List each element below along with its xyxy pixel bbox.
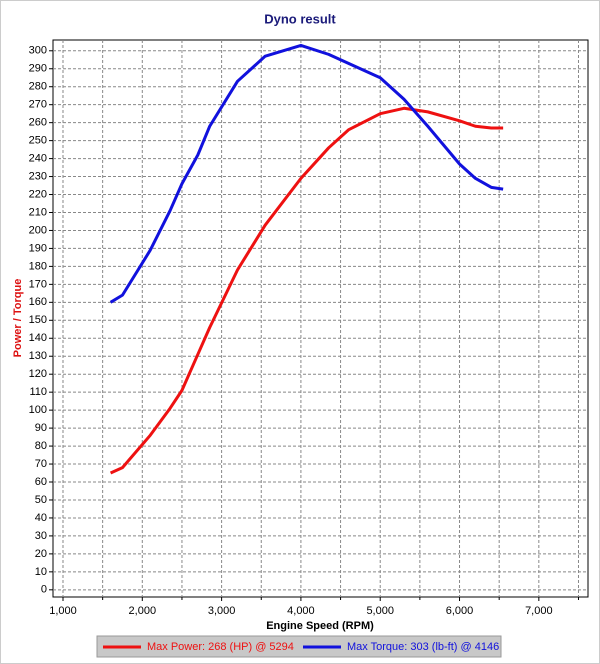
y-tick-label: 70	[35, 458, 47, 470]
y-tick-label: 230	[29, 170, 47, 182]
y-tick-label: 280	[29, 81, 47, 93]
x-tick-label: 5,000	[366, 605, 394, 617]
y-tick-label: 110	[29, 386, 47, 398]
legend-label: Max Power: 268 (HP) @ 5294	[147, 641, 294, 653]
y-tick-label: 30	[35, 530, 47, 542]
x-tick-label: 3,000	[208, 605, 236, 617]
y-tick-label: 140	[29, 332, 47, 344]
x-tick-label: 4,000	[287, 605, 315, 617]
y-tick-label: 300	[29, 45, 47, 57]
y-tick-label: 160	[29, 296, 47, 308]
x-tick-label: 2,000	[129, 605, 157, 617]
y-tick-label: 80	[35, 440, 47, 452]
y-tick-label: 200	[29, 224, 47, 236]
x-tick-label: 7,000	[525, 605, 553, 617]
y-tick-label: 60	[35, 476, 47, 488]
y-tick-label: 90	[35, 422, 47, 434]
y-tick-label: 260	[29, 117, 47, 129]
y-tick-label: 270	[29, 99, 47, 111]
y-tick-label: 250	[29, 135, 47, 147]
y-tick-label: 220	[29, 188, 47, 200]
series-line	[109, 106, 504, 475]
plot-area	[52, 39, 589, 598]
y-tick-label: 210	[29, 206, 47, 218]
y-tick-label: 100	[29, 404, 47, 416]
chart-title: Dyno result	[264, 11, 336, 26]
y-tick-label: 150	[29, 314, 47, 326]
x-axis-label: Engine Speed (RPM)	[266, 620, 374, 632]
series-line	[109, 43, 504, 304]
y-tick-label: 50	[35, 494, 47, 506]
legend-box	[96, 635, 502, 658]
x-tick-label: 1,000	[49, 605, 77, 617]
legend-label: Max Torque: 303 (lb-ft) @ 4146	[347, 641, 499, 653]
y-tick-label: 40	[35, 512, 47, 524]
y-tick-label: 180	[29, 260, 47, 272]
y-tick-label: 10	[35, 566, 47, 578]
y-tick-label: 20	[35, 548, 47, 560]
x-tick-label: 6,000	[446, 605, 474, 617]
y-tick-label: 0	[41, 584, 47, 596]
y-tick-label: 190	[29, 242, 47, 254]
y-axis-label: Power / Torque	[12, 279, 24, 358]
y-tick-label: 290	[29, 63, 47, 75]
y-tick-label: 170	[29, 278, 47, 290]
y-tick-label: 120	[29, 368, 47, 380]
y-tick-label: 130	[29, 350, 47, 362]
y-tick-label: 240	[29, 152, 47, 164]
